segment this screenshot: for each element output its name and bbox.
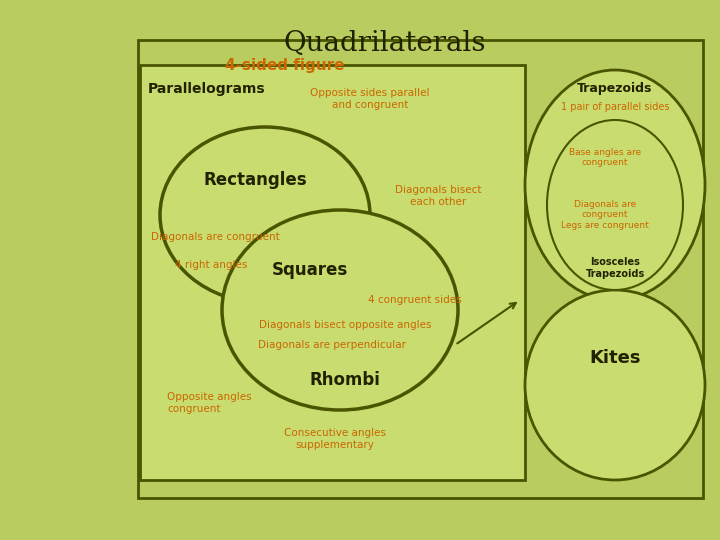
Text: 1 pair of parallel sides: 1 pair of parallel sides [561,102,670,112]
Ellipse shape [222,210,458,410]
Text: Diagonals are
congruent
Legs are congruent: Diagonals are congruent Legs are congrue… [561,200,649,230]
Text: Diagonals are perpendicular: Diagonals are perpendicular [258,340,406,350]
Text: Consecutive angles
supplementary: Consecutive angles supplementary [284,428,386,450]
Text: Opposite sides parallel
and congruent: Opposite sides parallel and congruent [310,88,430,110]
Text: Quadrilaterals: Quadrilaterals [284,30,486,57]
Text: 4 right angles: 4 right angles [175,260,248,270]
Text: Trapezoids: Trapezoids [577,82,653,95]
Text: 4-sided figure: 4-sided figure [225,58,345,73]
Text: Opposite angles
congruent: Opposite angles congruent [167,392,251,414]
Text: Diagonals are congruent: Diagonals are congruent [150,232,279,242]
Text: 4 congruent sides: 4 congruent sides [368,295,462,305]
Text: Diagonals bisect opposite angles: Diagonals bisect opposite angles [258,320,431,330]
Ellipse shape [525,290,705,480]
Text: Diagonals bisect
each other: Diagonals bisect each other [395,185,481,207]
Ellipse shape [547,120,683,290]
Text: Parallelograms: Parallelograms [148,82,266,96]
Text: Squares: Squares [272,261,348,279]
Bar [140,65,525,480]
Text: Rhombi: Rhombi [310,371,380,389]
Text: Isosceles
Trapezoids: Isosceles Trapezoids [585,257,644,279]
Ellipse shape [160,127,370,303]
Text: Kites: Kites [589,349,641,367]
Text: Base angles are
congruent: Base angles are congruent [569,148,641,167]
Bar [138,40,703,498]
Ellipse shape [525,70,705,300]
Text: Rectangles: Rectangles [203,171,307,189]
